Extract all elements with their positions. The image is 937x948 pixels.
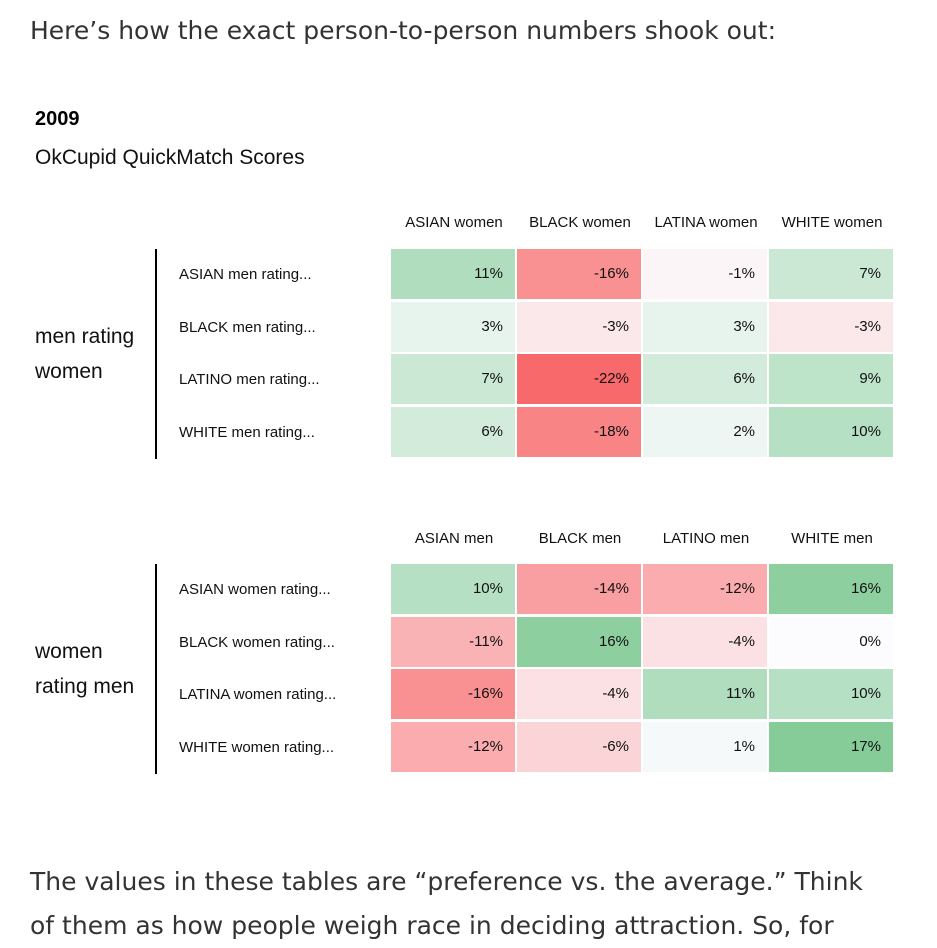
heatmap-cell: 6% bbox=[391, 406, 515, 457]
heatmap-cell: 7% bbox=[391, 354, 515, 404]
cell-value-label: 3% bbox=[481, 317, 503, 335]
column-header: WHITE men bbox=[791, 530, 873, 547]
column-header: LATINA women bbox=[654, 214, 758, 231]
heatmap-cell: -18% bbox=[517, 406, 641, 457]
heatmap-cell: -3% bbox=[769, 301, 893, 352]
heatmap-cell: -16% bbox=[391, 669, 515, 719]
cell-value-label: -3% bbox=[854, 317, 881, 335]
cell-value-label: -6% bbox=[602, 737, 629, 755]
heatmap-cell: -12% bbox=[391, 721, 515, 772]
cell-value-label: 6% bbox=[481, 422, 503, 440]
heatmap-cell: -14% bbox=[517, 564, 641, 614]
row-header: LATINO men rating... bbox=[179, 371, 320, 388]
heatmap-cell: 17% bbox=[769, 721, 893, 772]
cell-value-label: 16% bbox=[598, 632, 629, 650]
chart-year: 2009 bbox=[35, 108, 80, 130]
cell-value-label: 10% bbox=[472, 580, 503, 597]
cell-value-label: -14% bbox=[593, 580, 629, 597]
column-header: ASIAN men bbox=[414, 530, 494, 547]
heatmap-cell: 11% bbox=[391, 249, 515, 299]
cell-value-label: 10% bbox=[850, 685, 881, 702]
heatmap-cell: 1% bbox=[643, 721, 767, 772]
outro-line: The values in these tables are “preferen… bbox=[30, 867, 863, 896]
group-label-line: rating men bbox=[35, 675, 135, 698]
heatmap-cell: -1% bbox=[643, 249, 767, 299]
heatmap-cell: -16% bbox=[517, 249, 641, 299]
chart-title: OkCupid QuickMatch Scores bbox=[35, 146, 305, 169]
cell-value-label: 7% bbox=[481, 370, 503, 387]
heatmap-cell: -4% bbox=[517, 669, 641, 719]
table-divider-line bbox=[155, 249, 157, 459]
heatmap-cell: 9% bbox=[769, 354, 893, 404]
cell-value-label: 9% bbox=[859, 370, 881, 387]
heatmap-cell: 3% bbox=[391, 301, 515, 352]
row-header: WHITE women rating... bbox=[179, 738, 335, 756]
cell-value-label: -11% bbox=[469, 632, 503, 650]
heatmap-cell: 3% bbox=[643, 301, 767, 352]
cell-value-label: -12% bbox=[719, 580, 755, 597]
cell-value-label: 11% bbox=[726, 685, 755, 702]
cell-value-label: 2% bbox=[733, 422, 755, 440]
heatmap-cell: 0% bbox=[769, 616, 893, 667]
row-header: BLACK women rating... bbox=[179, 633, 335, 651]
heatmap-cell: -3% bbox=[517, 301, 641, 352]
group-label: men rating women bbox=[35, 319, 157, 389]
column-header: BLACK women bbox=[529, 214, 631, 231]
cell-value-label: 10% bbox=[850, 422, 881, 440]
group-label-line: women bbox=[35, 640, 103, 663]
heatmap-cell: 7% bbox=[769, 249, 893, 299]
cell-value-label: 11% bbox=[474, 265, 503, 282]
row-header: ASIAN men rating... bbox=[179, 266, 312, 283]
column-header: BLACK men bbox=[538, 530, 622, 547]
heatmap-cell: 16% bbox=[769, 564, 893, 614]
cell-value-label: -16% bbox=[593, 265, 629, 282]
row-header: LATINA women rating... bbox=[179, 686, 337, 703]
heatmap-cell: -12% bbox=[643, 564, 767, 614]
outro-paragraph: The values in these tables are “preferen… bbox=[30, 860, 863, 948]
table-divider-line bbox=[155, 564, 157, 774]
heatmap-cell: -11% bbox=[391, 616, 515, 667]
quickmatch-figure: 2009 OkCupid QuickMatch Scores ASIAN wom… bbox=[35, 108, 893, 774]
cell-value-label: -16% bbox=[467, 685, 503, 702]
cell-value-label: 3% bbox=[733, 317, 755, 335]
row-header: BLACK men rating... bbox=[179, 318, 316, 336]
heatmap-cell: -22% bbox=[517, 354, 641, 404]
heatmap-cell: 10% bbox=[391, 564, 515, 614]
intro-paragraph: Here’s how the exact person-to-person nu… bbox=[30, 16, 776, 45]
cell-value-label: 17% bbox=[850, 737, 881, 755]
cell-value-label: -4% bbox=[602, 685, 629, 702]
cell-value-label: 1% bbox=[733, 737, 755, 755]
cell-value-label: 7% bbox=[859, 265, 881, 282]
heatmap-cell: 10% bbox=[769, 669, 893, 719]
heatmap-cell: -4% bbox=[643, 616, 767, 667]
group-label-line: men rating bbox=[35, 325, 135, 348]
cell-value-label: -18% bbox=[593, 422, 629, 440]
group-label: women rating men bbox=[35, 634, 157, 704]
heatmap-cell: 11% bbox=[643, 669, 767, 719]
cell-value-label: -12% bbox=[467, 737, 503, 755]
column-header: ASIAN women bbox=[405, 214, 503, 231]
row-header: WHITE men rating... bbox=[179, 423, 315, 441]
column-header: WHITE women bbox=[781, 214, 883, 231]
cell-value-label: 0% bbox=[859, 632, 881, 650]
column-header: LATINO men bbox=[662, 530, 750, 547]
cell-value-label: -3% bbox=[602, 317, 629, 335]
heatmap-cell: -6% bbox=[517, 721, 641, 772]
cell-value-label: -1% bbox=[728, 265, 755, 282]
cell-value-label: -22% bbox=[593, 370, 629, 387]
cell-value-label: -4% bbox=[728, 632, 755, 650]
cell-value-label: 16% bbox=[850, 580, 881, 597]
heatmap-cell: 6% bbox=[643, 354, 767, 404]
cell-value-label: 6% bbox=[733, 370, 755, 387]
outro-line: of them as how people weigh race in deci… bbox=[30, 911, 834, 940]
group-label-line: women bbox=[35, 360, 103, 383]
heatmap-cell: 10% bbox=[769, 406, 893, 457]
heatmap-cell: 16% bbox=[517, 616, 641, 667]
heatmap-cell: 2% bbox=[643, 406, 767, 457]
row-header: ASIAN women rating... bbox=[179, 581, 331, 598]
